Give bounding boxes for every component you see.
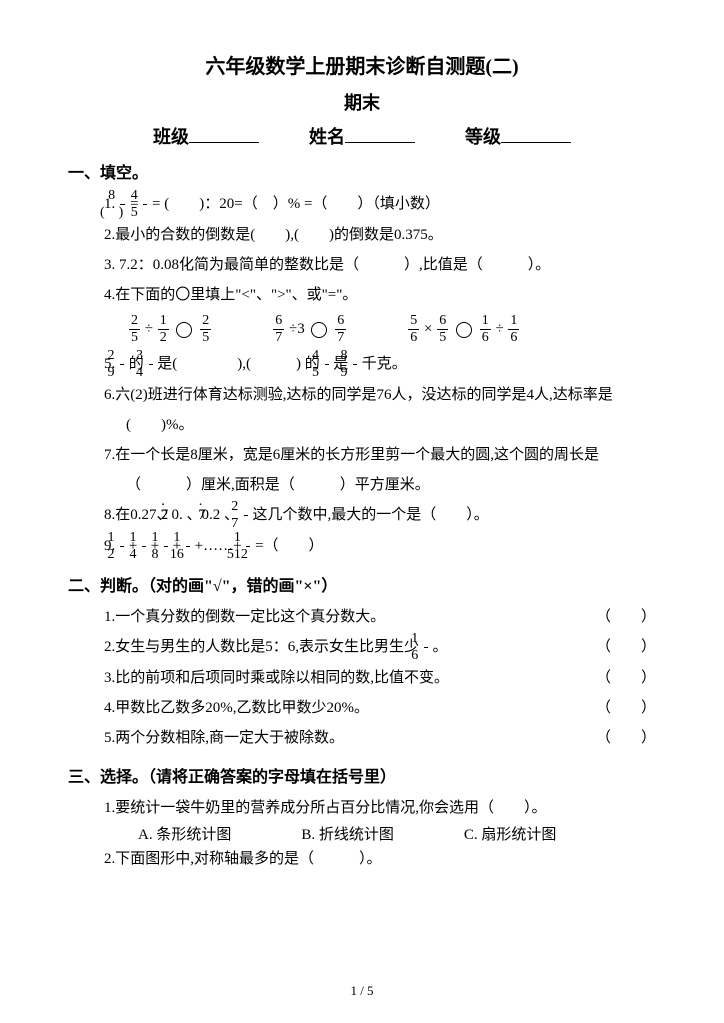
page-footer: 1 / 5 [0, 983, 724, 999]
q1-3: 3. 7.2：0.08化简为最简单的整数比是（ ）,比值是（ ）。 [104, 250, 656, 280]
choice-a: A. 条形统计图 [138, 823, 231, 844]
choice-c: C. 扇形统计图 [464, 823, 557, 844]
q1-1: 1. 8( ) = 45 = ( )：20=（ ）% =（ ）（填小数） [104, 189, 656, 220]
q1-4: 4.在下面的〇里填上"<"、">"、或"="。 [104, 280, 656, 310]
q2-5: 5.两个分数相除,商一定大于被除数。 （ ） [104, 723, 656, 753]
q3-1-choices: A. 条形统计图 B. 折线统计图 C. 扇形统计图 [138, 823, 656, 844]
q1-8: 8.在0.27、0.27 、0.27 、 27 这几个数中,最大的一个是（ ）。 [104, 500, 656, 531]
q3-2: 2.下面图形中,对称轴最多的是（ ）。 [104, 844, 656, 874]
page-title: 六年级数学上册期末诊断自测题(二) [68, 50, 656, 79]
q1-5: 5. 29 的 34 是( ),( ) 的 45 是 89 千克。 [104, 349, 656, 380]
q2-2: 2.女生与男生的人数比是5：6,表示女生比男生少 16 。 （ ） [104, 632, 656, 663]
section-2-heading: 二、判断。（对的画"√"，错的画"×"） [68, 572, 656, 596]
q1-9: 9. 12 + 14 + 18 + 116 +……+ 1512 =（ ） [104, 531, 656, 562]
choice-b: B. 折线统计图 [301, 823, 394, 844]
section-3-heading: 三、选择。（请将正确答案的字母填在括号里） [68, 763, 656, 787]
q1-6: 6.六(2)班进行体育达标测验,达标的同学是76人，没达标的同学是4人,达标率是… [104, 380, 656, 440]
q3-1: 1.要统计一袋牛奶里的营养成分所占百分比情况,你会选用（ ）。 [104, 793, 656, 823]
q2-4: 4.甲数比乙数多20%,乙数比甲数少20%。 （ ） [104, 693, 656, 723]
q1-2: 2.最小的合数的倒数是( ),( )的倒数是0.375。 [104, 220, 656, 250]
name-field[interactable]: 姓名 [309, 123, 415, 149]
class-field[interactable]: 班级 [153, 123, 259, 149]
section-1-heading: 一、填空。 [68, 159, 656, 183]
q2-3: 3.比的前项和后项同时乘或除以相同的数,比值不变。 （ ） [104, 663, 656, 693]
info-row: 班级 姓名 等级 [68, 123, 656, 149]
q2-1: 1.一个真分数的倒数一定比这个真分数大。 （ ） [104, 602, 656, 632]
grade-field[interactable]: 等级 [465, 123, 571, 149]
q1-4-expressions: 25 ÷ 12 25 67 ÷3 67 56 × 65 16 ÷ 16 [128, 314, 656, 345]
page-subtitle: 期末 [68, 89, 656, 115]
q1-7: 7.在一个长是8厘米，宽是6厘米的长方形里剪一个最大的圆,这个圆的周长是（ ）厘… [104, 440, 656, 500]
